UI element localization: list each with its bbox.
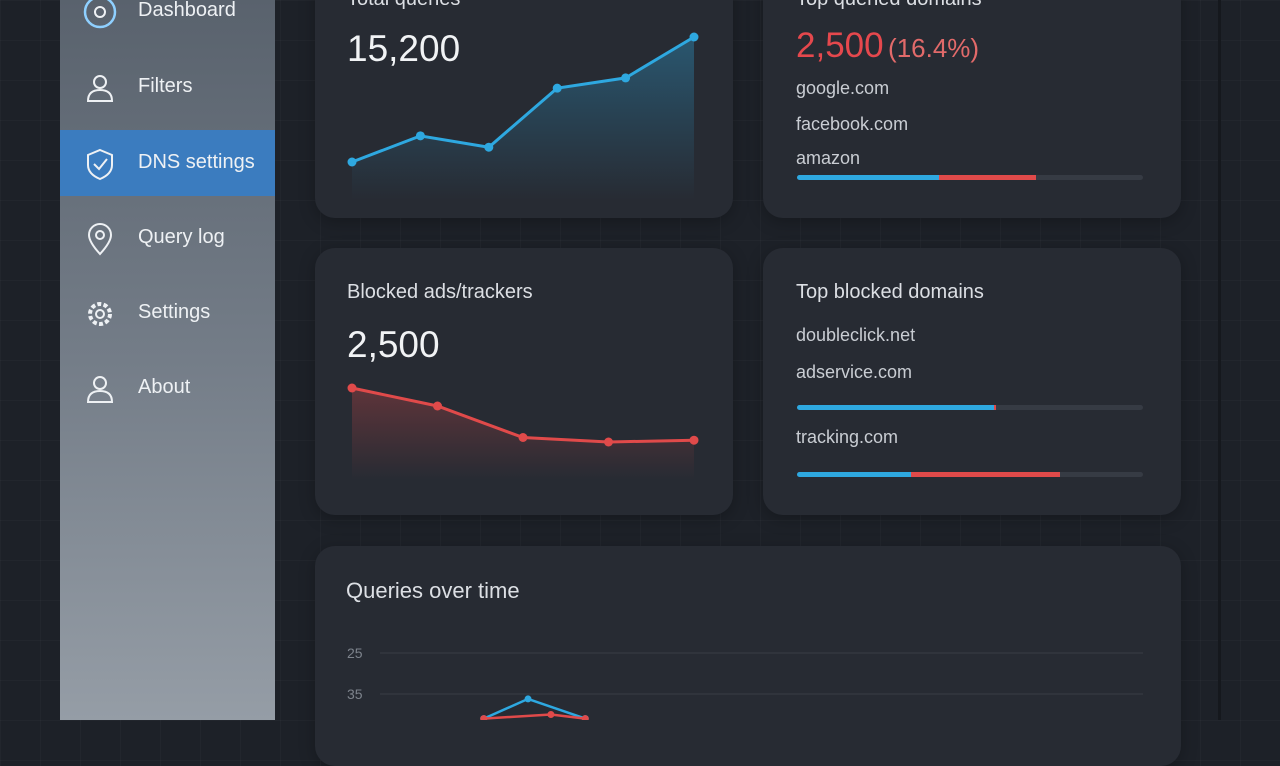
icon-ring	[83, 0, 117, 29]
icon-check	[93, 158, 108, 171]
charts: 25 35	[347, 32, 1143, 720]
card-top-queried	[763, 0, 1181, 218]
nav-item[interactable]: Dashboard	[60, 0, 275, 44]
card-title: Top blocked domains	[796, 281, 984, 303]
sparkline-point	[689, 32, 699, 42]
icon-gear	[88, 302, 112, 326]
sparkline-area	[352, 388, 694, 480]
bar-track	[797, 405, 1143, 410]
icon-body	[86, 88, 114, 102]
nav-icon	[87, 148, 113, 181]
nav-icon	[83, 0, 117, 29]
bar-track	[797, 472, 1143, 477]
nav-item[interactable]: About	[60, 355, 275, 421]
nav-icon	[86, 75, 114, 102]
sparkline-point	[347, 157, 357, 167]
domain: adservice.com	[796, 362, 913, 382]
nav-item[interactable]: Filters	[60, 54, 275, 120]
window-edge	[1218, 0, 1221, 720]
sparkline-point	[415, 131, 425, 141]
bar-segment	[938, 175, 1036, 180]
icon-head	[93, 75, 107, 89]
y-tick-label: 25	[347, 645, 363, 661]
nav-label: DNS settings	[138, 151, 255, 173]
bar-segment	[911, 472, 1060, 477]
sparkline-point	[484, 142, 494, 152]
card-top-blocked	[763, 248, 1181, 515]
nav-label: Filters	[138, 75, 193, 97]
icon-shield	[87, 148, 113, 181]
total-value: 15,200	[347, 28, 461, 69]
icon-pin	[87, 223, 113, 256]
card-title: Blocked ads/trackers	[347, 281, 533, 303]
domain: google.com	[796, 78, 890, 98]
y-tick-label: 35	[347, 686, 363, 702]
icon-head	[93, 376, 107, 390]
sidebar: Dashboard Filters DNS settings Query log Set…	[60, 0, 275, 720]
sparkline-point	[604, 437, 613, 447]
sparkline-point	[552, 83, 562, 93]
domain: doubleclick.net	[796, 325, 916, 345]
domain: facebook.com	[796, 114, 909, 134]
bar-track	[797, 175, 1143, 180]
nav-label: About	[138, 376, 191, 398]
nav-item[interactable]: DNS settings	[60, 130, 275, 196]
bar-segment	[797, 175, 939, 180]
icon-pin-dot	[95, 230, 105, 240]
series-point	[524, 695, 532, 703]
series-point	[547, 711, 555, 718]
domain: amazon	[796, 148, 861, 168]
series-point	[480, 715, 488, 720]
bar-segment	[994, 405, 996, 410]
chart-title: Queries over time	[346, 578, 520, 603]
nav-label: Query log	[138, 226, 225, 248]
sparkline-point	[347, 383, 357, 393]
bar-segment	[797, 472, 912, 477]
sparkline-point	[433, 401, 442, 411]
count-row: 2,500 (16.4%)	[796, 26, 979, 66]
series-line	[483, 713, 586, 720]
nav-label: Settings	[138, 301, 211, 323]
nav-label: Dashboard	[138, 0, 236, 21]
card-title: Total queries	[347, 0, 460, 11]
nav-icon	[87, 223, 113, 256]
card-title: Top queried domains	[796, 0, 982, 11]
nav-icon	[88, 302, 112, 326]
series-point	[581, 715, 589, 720]
sparkline-point	[621, 73, 631, 83]
nav-item[interactable]: Query log	[60, 205, 275, 271]
domain: tracking.com	[796, 427, 899, 447]
share: (16.4%)	[888, 33, 980, 63]
sparkline	[351, 35, 695, 164]
sparkline-point	[689, 435, 699, 445]
sparkline-point	[518, 433, 528, 442]
bar-segment	[797, 405, 995, 410]
icon-gear-hole	[95, 309, 105, 319]
count: 2,500	[796, 26, 884, 65]
nav-icon	[86, 376, 114, 403]
blocked-value: 2,500	[347, 324, 440, 365]
icon-dot	[94, 6, 106, 18]
icon-body	[86, 389, 114, 403]
nav-item[interactable]: Settings	[60, 280, 275, 346]
